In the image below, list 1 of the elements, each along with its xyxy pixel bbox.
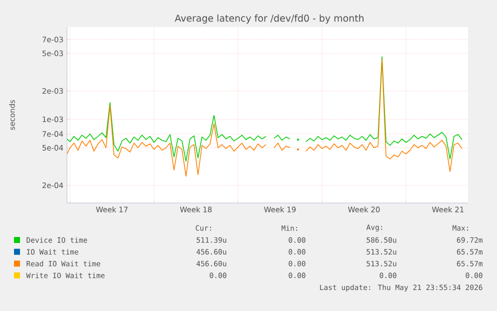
chart-title: Average latency for /dev/fd0 - by month bbox=[174, 14, 364, 24]
